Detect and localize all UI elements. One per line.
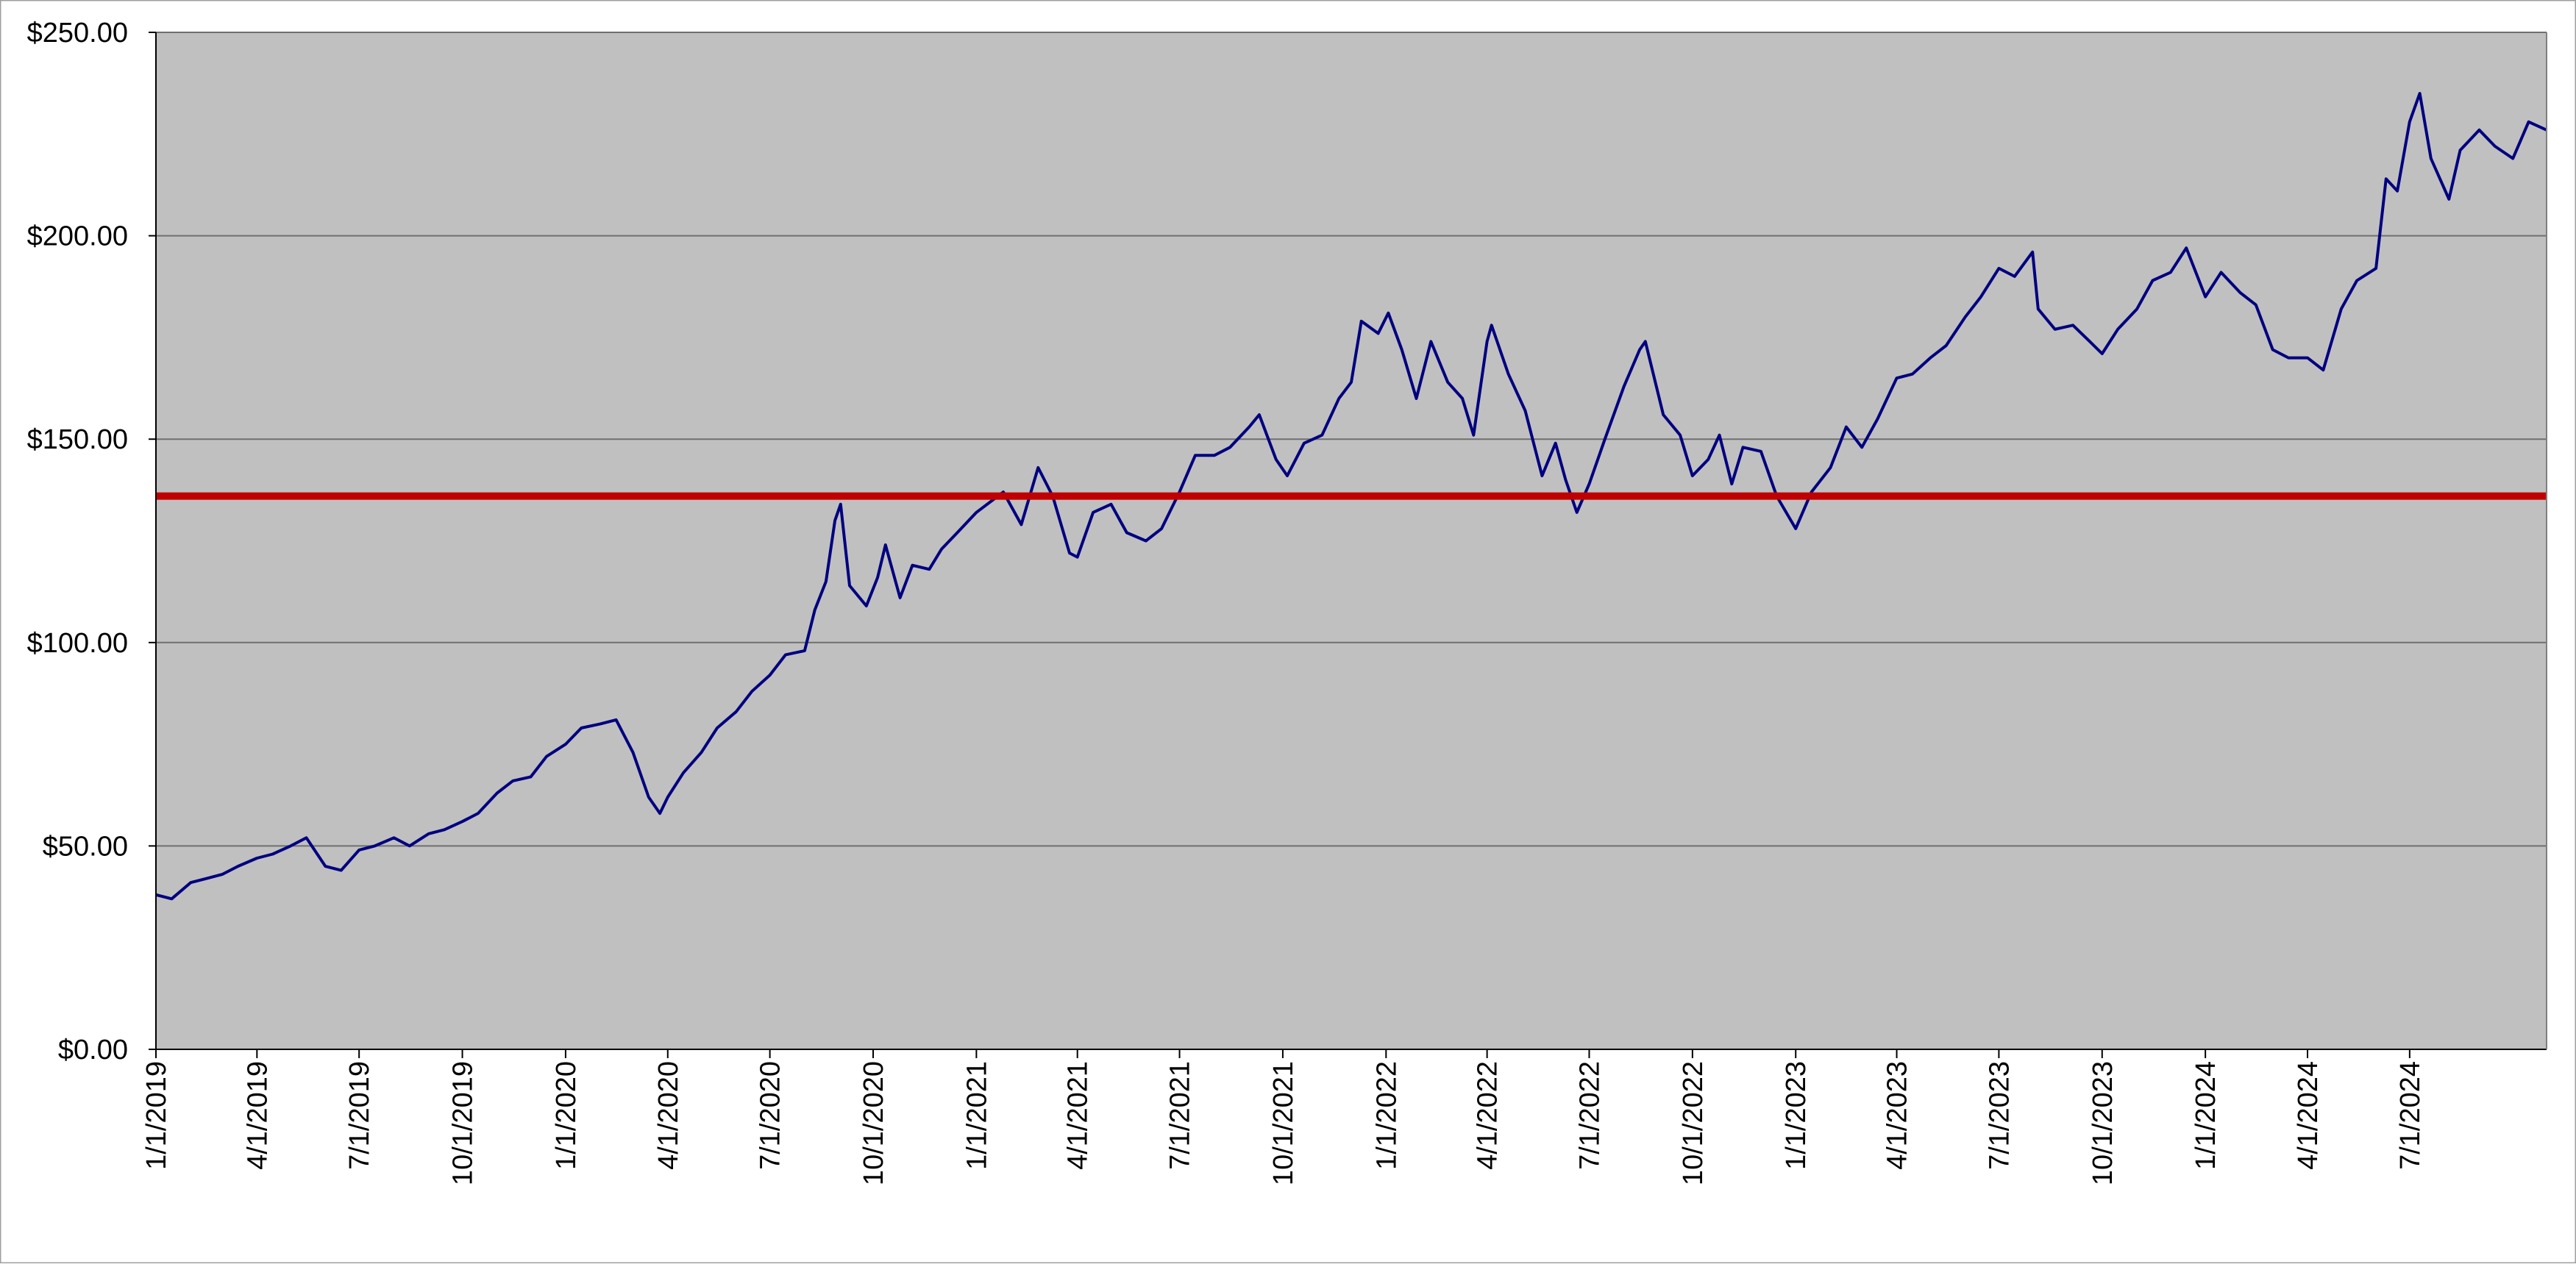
- x-tick-label-3: 10/1/2019: [448, 1061, 479, 1185]
- y-tick-label-5: $250.00: [27, 18, 128, 49]
- x-tick-label-8: 1/1/2021: [961, 1061, 992, 1170]
- x-tick-label-4: 1/1/2020: [551, 1061, 582, 1170]
- x-tick-label-14: 7/1/2022: [1574, 1061, 1605, 1170]
- y-tick-label-3: $150.00: [27, 424, 128, 455]
- x-tick-label-17: 4/1/2023: [1882, 1061, 1913, 1170]
- axes: [155, 32, 2547, 1050]
- x-axis-ticks: 1/1/2019 4/1/2019 7/1/2019 10/1/2019 1/1/202…: [141, 1049, 2426, 1185]
- x-tick-label-10: 7/1/2021: [1165, 1061, 1196, 1170]
- y-tick-label-2: $100.00: [27, 628, 128, 659]
- x-tick-label-9: 4/1/2021: [1063, 1061, 1094, 1170]
- series-line-0: [155, 92, 2547, 901]
- x-tick-label-2: 7/1/2019: [344, 1061, 375, 1170]
- y-tick-label-1: $50.00: [43, 831, 128, 862]
- x-tick-label-21: 4/1/2024: [2293, 1061, 2324, 1170]
- x-tick-label-13: 4/1/2022: [1473, 1061, 1504, 1170]
- y-tick-label-0: $0.00: [58, 1035, 128, 1066]
- x-tick-label-12: 1/1/2022: [1371, 1061, 1402, 1170]
- y-tick-label-4: $200.00: [27, 221, 128, 252]
- x-tick-label-18: 7/1/2023: [1984, 1061, 2015, 1170]
- x-tick-label-1: 4/1/2019: [242, 1061, 273, 1170]
- x-tick-label-7: 10/1/2020: [858, 1061, 889, 1185]
- x-tick-label-0: 1/1/2019: [141, 1061, 172, 1170]
- x-tick-label-19: 10/1/2023: [2088, 1061, 2118, 1185]
- x-tick-label-11: 10/1/2021: [1268, 1061, 1299, 1185]
- gridlines: [156, 32, 2547, 847]
- x-tick-label-22: 7/1/2024: [2395, 1061, 2426, 1170]
- y-axis-ticks: $0.00 $50.00 $100.00 $150.00 $200.00 $250.00: [27, 18, 156, 1066]
- x-tick-label-5: 4/1/2020: [653, 1061, 684, 1170]
- plot-area: [156, 32, 2547, 1049]
- x-tick-label-16: 1/1/2023: [1781, 1061, 1812, 1170]
- x-tick-label-6: 7/1/2020: [755, 1061, 786, 1170]
- x-tick-label-20: 1/1/2024: [2191, 1061, 2221, 1170]
- series-layer: [155, 92, 2547, 901]
- x-tick-label-15: 10/1/2022: [1678, 1061, 1709, 1185]
